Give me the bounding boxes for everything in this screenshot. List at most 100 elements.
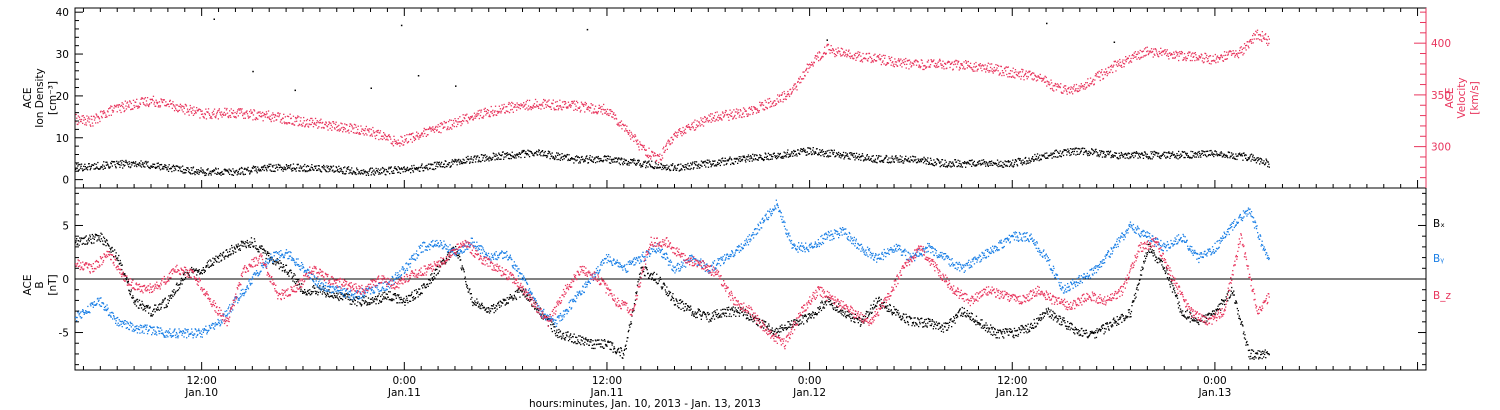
data-point <box>132 297 135 299</box>
data-point <box>444 126 446 128</box>
data-point <box>136 298 139 301</box>
data-point <box>1080 151 1082 153</box>
data-point <box>151 166 153 168</box>
data-point <box>536 104 538 106</box>
data-point <box>305 123 307 126</box>
data-point <box>1118 63 1120 65</box>
data-point <box>1174 156 1176 159</box>
data-point <box>716 111 718 113</box>
data-point <box>689 168 691 171</box>
data-point <box>470 158 472 160</box>
data-point <box>1226 51 1228 53</box>
data-point <box>1126 154 1128 156</box>
data-point <box>734 157 736 160</box>
data-point <box>401 140 404 142</box>
data-point <box>713 117 715 119</box>
data-point <box>240 109 242 111</box>
data-point <box>570 158 572 160</box>
data-point <box>265 114 267 116</box>
data-point <box>572 158 574 160</box>
data-point <box>356 297 358 299</box>
data-point <box>232 112 234 114</box>
data-point <box>900 58 902 60</box>
data-point <box>237 115 239 117</box>
data-point <box>325 170 327 172</box>
data-point <box>1099 154 1101 156</box>
data-point <box>135 299 137 302</box>
data-point <box>167 299 169 301</box>
data-point <box>1049 88 1052 90</box>
data-point <box>200 113 203 115</box>
data-point <box>734 114 736 117</box>
data-point <box>545 103 547 106</box>
data-point <box>873 161 875 163</box>
data-point <box>1097 72 1099 74</box>
data-point <box>853 57 855 60</box>
data-point <box>842 54 844 56</box>
data-point <box>120 262 122 264</box>
data-point <box>1050 79 1052 81</box>
data-point <box>191 271 193 273</box>
data-point <box>301 166 303 168</box>
data-point <box>365 125 367 128</box>
data-point <box>941 159 944 161</box>
data-point <box>785 95 787 98</box>
data-point <box>253 238 256 240</box>
data-point <box>104 116 106 118</box>
data-point <box>825 53 827 55</box>
data-point <box>499 154 502 156</box>
data-point <box>927 61 929 63</box>
data-point <box>108 108 110 110</box>
data-point <box>751 106 753 108</box>
data-point <box>615 161 617 163</box>
data-point <box>168 300 170 302</box>
data-point <box>744 156 746 159</box>
data-point <box>620 159 622 161</box>
data-point <box>432 163 434 166</box>
data-point <box>160 163 163 166</box>
data-point <box>522 106 524 108</box>
data-point <box>990 162 992 165</box>
data-point <box>211 170 213 172</box>
data-point <box>830 45 832 47</box>
data-point <box>665 167 667 169</box>
data-point <box>956 165 959 168</box>
data-point <box>783 90 785 93</box>
data-point <box>500 112 502 114</box>
data-point <box>207 174 210 176</box>
data-point <box>915 64 918 66</box>
data-point <box>876 162 878 164</box>
data-point <box>300 123 303 126</box>
data-point <box>760 155 762 157</box>
data-point <box>814 151 817 153</box>
data-point <box>668 140 671 142</box>
data-point <box>428 128 430 130</box>
data-point <box>968 159 971 162</box>
data-point <box>1050 152 1052 154</box>
data-point <box>1221 56 1223 59</box>
data-point <box>370 167 372 169</box>
data-point <box>980 67 982 69</box>
data-point <box>298 170 300 172</box>
data-point <box>182 105 184 107</box>
data-point <box>847 155 849 157</box>
data-point <box>685 166 687 168</box>
data-point <box>1241 51 1243 53</box>
data-point <box>765 156 767 158</box>
data-point <box>1262 35 1264 37</box>
data-point <box>233 251 235 253</box>
data-point <box>380 168 382 170</box>
data-point <box>670 169 672 171</box>
data-point <box>678 129 680 131</box>
data-point <box>679 130 681 133</box>
data-point <box>389 173 391 175</box>
data-point <box>1208 154 1211 156</box>
data-point <box>467 122 469 124</box>
data-point <box>424 167 426 170</box>
data-point <box>1129 157 1132 159</box>
data-point <box>1084 88 1086 90</box>
data-point <box>355 126 357 128</box>
data-point <box>128 104 130 106</box>
data-point <box>1038 156 1040 158</box>
data-point <box>258 168 260 170</box>
